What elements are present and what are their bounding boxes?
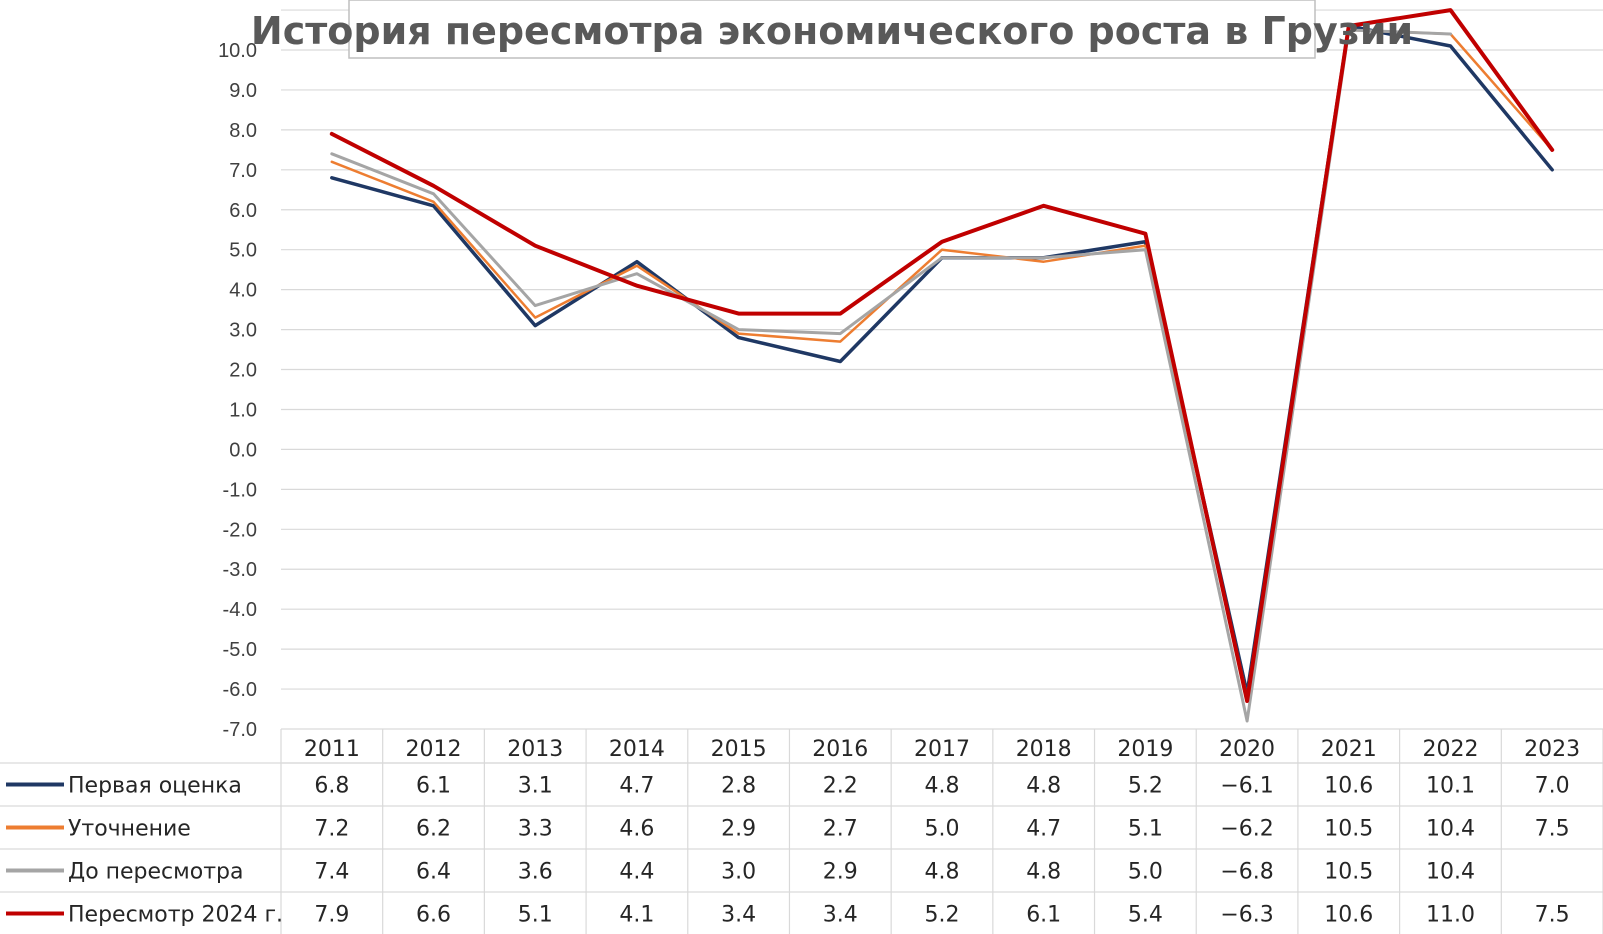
table-cell-value: −6.1 (1220, 774, 1273, 799)
y-tick-label: -3.0 (223, 559, 257, 581)
table-cell-value: 7.0 (1535, 774, 1570, 799)
y-tick-label: 3.0 (229, 320, 257, 342)
table-cell-value: −6.3 (1220, 903, 1273, 928)
y-tick-label: -4.0 (223, 599, 257, 621)
series-lines (329, 8, 1555, 723)
table-cell-value: −6.8 (1220, 860, 1273, 885)
table-cell-value: 6.1 (416, 774, 451, 799)
y-tick-label: 4.0 (229, 280, 257, 302)
table-cell-value: 4.8 (1026, 860, 1061, 885)
table-cell-value: 2.9 (721, 817, 756, 842)
table-cell-value: 4.1 (619, 903, 654, 928)
x-category-label: 2014 (609, 737, 665, 762)
table-cell-value: 3.4 (721, 903, 756, 928)
table-cell-value: 2.2 (823, 774, 858, 799)
table-cell-value: 5.4 (1128, 903, 1163, 928)
y-tick-label: -7.0 (223, 719, 257, 741)
x-category-label: 2021 (1321, 737, 1377, 762)
chart-title-box: История пересмотра экономического роста … (251, 0, 1413, 59)
table-cell-value: 3.3 (518, 817, 553, 842)
table-cell-value: 5.1 (518, 903, 553, 928)
table-cell-value: −6.2 (1220, 817, 1273, 842)
series-name: Первая оценка (68, 774, 242, 799)
table-cell-value: 10.4 (1426, 860, 1475, 885)
y-tick-label: 2.0 (229, 360, 257, 382)
table-cell-value: 4.6 (619, 817, 654, 842)
table-cell-value: 7.9 (314, 903, 349, 928)
table-cell-value: 7.5 (1535, 817, 1570, 842)
series-name: Уточнение (68, 817, 191, 842)
x-category-label: 2018 (1016, 737, 1072, 762)
x-category-label: 2022 (1422, 737, 1478, 762)
y-tick-label: 6.0 (229, 200, 257, 222)
table-cell-value: 6.4 (416, 860, 451, 885)
x-category-label: 2023 (1524, 737, 1580, 762)
y-tick-label: 9.0 (229, 80, 257, 102)
table-cell-value: 5.2 (1128, 774, 1163, 799)
y-tick-label: 5.0 (229, 240, 257, 262)
y-tick-label: -2.0 (223, 519, 257, 541)
data-table: 2011 2012 2013 2014 2015 2016 2017 2018 2019 2020… (0, 729, 1603, 934)
x-category-label: 2011 (304, 737, 360, 762)
table-cell-value: 7.4 (314, 860, 349, 885)
y-tick-label: 8.0 (229, 120, 257, 142)
series-name: До пересмотра (68, 860, 243, 885)
table-cell-value: 10.5 (1324, 817, 1373, 842)
table-cell-value: 2.7 (823, 817, 858, 842)
table-cell-value: 10.6 (1324, 774, 1373, 799)
series-line (330, 24, 1554, 695)
table-cell-value: 10.5 (1324, 860, 1373, 885)
gridlines (281, 9, 1603, 730)
y-tick-label: 0.0 (229, 439, 257, 461)
table-cell-value: 4.7 (619, 774, 654, 799)
table-cell-value: 3.4 (823, 903, 858, 928)
series-name: Пересмотр 2024 г. (68, 903, 283, 928)
y-tick-label: -6.0 (223, 679, 257, 701)
table-cell-value: 4.8 (925, 774, 960, 799)
table-cell-value: 3.6 (518, 860, 553, 885)
y-tick-label: 1.0 (229, 399, 257, 421)
table-cell-value: 7.5 (1535, 903, 1570, 928)
table-cell-value: 3.1 (518, 774, 553, 799)
x-category-label: 2012 (406, 737, 462, 762)
table-cell-value: 7.2 (314, 817, 349, 842)
series-line (329, 8, 1555, 703)
table-cell-value: 10.1 (1426, 774, 1475, 799)
chart-title-frame (348, 0, 1316, 59)
table-cell-value: 6.6 (416, 903, 451, 928)
x-category-label: 2013 (507, 737, 563, 762)
table-cell-value: 2.8 (721, 774, 756, 799)
table-cell-value: 2.9 (823, 860, 858, 885)
table-cell-value: 4.8 (925, 860, 960, 885)
table-cell-value: 6.2 (416, 817, 451, 842)
table-cell-value: 5.0 (925, 817, 960, 842)
table-cell-value: 10.4 (1426, 817, 1475, 842)
y-axis: 10.0 9.0 8.0 7.0 6.0 5.0 4.0 3.0 2.0 1.0 0.0 -1.0 -2… (218, 40, 257, 741)
chart-title: История пересмотра экономического роста … (251, 9, 1413, 53)
y-tick-label: -5.0 (223, 639, 257, 661)
x-category-label: 2017 (914, 737, 970, 762)
table-cell-value: 5.2 (925, 903, 960, 928)
y-tick-label: 7.0 (229, 160, 257, 182)
table-cell-value: 5.1 (1128, 817, 1163, 842)
table-cell-value: 6.8 (314, 774, 349, 799)
y-tick-label: -1.0 (223, 479, 257, 501)
series-line (330, 28, 1452, 723)
y-tick-label: 10.0 (218, 40, 257, 62)
table-cell-value: 6.1 (1026, 903, 1061, 928)
x-category-label: 2015 (711, 737, 767, 762)
table-cell-value: 10.6 (1324, 903, 1373, 928)
table-cell-value: 3.0 (721, 860, 756, 885)
x-category-label: 2016 (812, 737, 868, 762)
table-cell-value: 11.0 (1426, 903, 1475, 928)
table-cell-value: 4.4 (619, 860, 654, 885)
table-cell-value: 4.7 (1026, 817, 1061, 842)
table-cell-value: 4.8 (1026, 774, 1061, 799)
x-category-label: 2020 (1219, 737, 1275, 762)
table-cell-value: 5.0 (1128, 860, 1163, 885)
x-category-label: 2019 (1117, 737, 1173, 762)
